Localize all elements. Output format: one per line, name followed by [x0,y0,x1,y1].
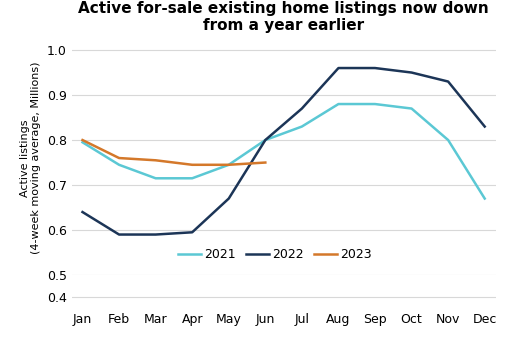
2021 [445,138,451,142]
Y-axis label: Active listings
(4-week moving average, Millions): Active listings (4-week moving average, … [19,62,41,254]
2022 [153,233,159,237]
2023 [153,158,159,162]
2022 [79,210,85,214]
Legend: 2021, 2022, 2023: 2021, 2022, 2023 [173,244,377,266]
2021 [299,124,305,129]
2022 [335,66,341,70]
2022 [299,106,305,110]
2022 [226,197,232,201]
2021 [153,176,159,180]
2021 [408,106,414,110]
Title: Active for-sale existing home listings now down
from a year earlier: Active for-sale existing home listings n… [78,1,489,33]
Line: 2023: 2023 [82,140,265,165]
2022 [482,124,488,129]
2021 [79,140,85,144]
Line: 2022: 2022 [82,68,485,235]
2022 [445,79,451,83]
2023 [226,163,232,167]
2022 [262,138,268,142]
2023 [262,160,268,165]
Line: 2021: 2021 [82,104,485,199]
2021 [189,176,195,180]
2021 [262,138,268,142]
2021 [226,163,232,167]
2021 [372,102,378,106]
2022 [189,230,195,234]
2023 [189,163,195,167]
2023 [79,138,85,142]
2021 [116,163,122,167]
2021 [335,102,341,106]
2022 [116,233,122,237]
2022 [408,70,414,75]
2022 [372,66,378,70]
2023 [116,156,122,160]
2021 [482,197,488,201]
